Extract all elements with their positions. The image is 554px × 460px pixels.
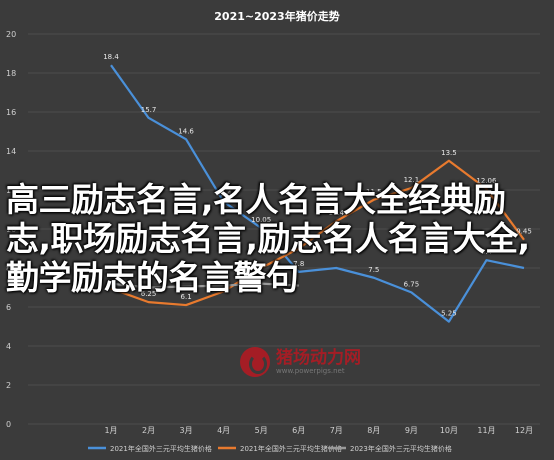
legend-item[interactable]: 2021年全国外三元平均生猪价格 bbox=[88, 444, 212, 453]
x-tick-label: 11月 bbox=[477, 426, 495, 435]
x-tick-label: 8月 bbox=[367, 426, 380, 435]
legend[interactable]: 2021年全国外三元平均生猪价格 2021年全国外三元平均生猪价格 2023年全国外… bbox=[88, 444, 452, 453]
legend-label: 2021年全国外三元平均生猪价格 bbox=[110, 444, 212, 453]
x-tick-label: 9月 bbox=[405, 426, 418, 435]
logo-name: 猪场动力网 bbox=[276, 347, 361, 368]
data-label: 18.4 bbox=[103, 53, 119, 61]
x-axis: 1月 2月 3月 4月 5月 6月 7月 8月 9月 10月 11月 12月 bbox=[104, 426, 533, 435]
data-label: 11.4 bbox=[216, 190, 232, 198]
x-tick-label: 4月 bbox=[217, 426, 230, 435]
chart-title: 2021~2023年猪价走势 bbox=[214, 9, 339, 23]
legend-item[interactable]: 2021年全国外三元平均生猪价格 bbox=[218, 444, 342, 453]
legend-item[interactable]: 2023年全国外三元平均生猪价格 bbox=[328, 444, 452, 453]
data-label: 8.4 bbox=[481, 248, 493, 256]
series-lines bbox=[110, 64, 525, 323]
data-label: 7.8 bbox=[293, 260, 304, 268]
data-label: 6.1 bbox=[181, 293, 192, 301]
x-tick-label: 3月 bbox=[180, 426, 193, 435]
data-label: 12.1 bbox=[404, 176, 420, 184]
data-label: 9.45 bbox=[516, 228, 532, 236]
data-label: 6.25 bbox=[141, 290, 157, 298]
series-line bbox=[110, 282, 299, 289]
data-label: 14.6 bbox=[178, 127, 194, 135]
y-tick-label: 2 bbox=[6, 381, 11, 390]
y-axis: 0 2 4 6 8 10 12 14 16 18 20 bbox=[6, 30, 16, 429]
y-tick-label: 18 bbox=[6, 69, 16, 78]
x-tick-label: 1月 bbox=[104, 426, 117, 435]
legend-label: 2023年全国外三元平均生猪价格 bbox=[350, 444, 452, 453]
watermark-logo: 猪场动力网 www.powerpigs.net bbox=[240, 347, 361, 377]
power-icon bbox=[240, 347, 270, 377]
data-label: 5.25 bbox=[441, 310, 457, 318]
data-label: 10.4 bbox=[328, 209, 344, 217]
y-tick-label: 16 bbox=[6, 108, 16, 117]
y-tick-label: 10 bbox=[6, 225, 16, 234]
y-tick-label: 0 bbox=[6, 420, 11, 429]
y-tick-label: 4 bbox=[6, 342, 11, 351]
y-tick-label: 14 bbox=[6, 147, 16, 156]
x-tick-label: 6月 bbox=[292, 426, 305, 435]
data-label: 15.7 bbox=[141, 106, 157, 114]
data-labels: 18.4 15.7 14.6 11.4 10.05 7.8 7.5 6.75 5.25 8.4 6.… bbox=[103, 53, 532, 317]
x-tick-label: 7月 bbox=[330, 426, 343, 435]
y-tick-label: 20 bbox=[6, 30, 16, 39]
data-label: 11.5 bbox=[366, 188, 382, 196]
legend-label: 2021年全国外三元平均生猪价格 bbox=[240, 444, 342, 453]
x-tick-label: 10月 bbox=[440, 426, 458, 435]
x-tick-label: 2月 bbox=[142, 426, 155, 435]
logo-url: www.powerpigs.net bbox=[276, 366, 345, 375]
x-tick-label: 5月 bbox=[255, 426, 268, 435]
x-tick-label: 12月 bbox=[515, 426, 533, 435]
data-label: 13.5 bbox=[441, 149, 457, 157]
data-label: 7.5 bbox=[368, 266, 379, 274]
series-line bbox=[110, 64, 525, 323]
y-tick-label: 8 bbox=[6, 264, 11, 273]
gridlines bbox=[28, 33, 540, 425]
y-tick-label: 12 bbox=[6, 186, 16, 195]
data-label: 10.05 bbox=[251, 216, 271, 224]
data-label: 12.06 bbox=[476, 177, 497, 185]
y-tick-label: 6 bbox=[6, 303, 11, 312]
data-label: 6.75 bbox=[404, 280, 420, 288]
series-line bbox=[110, 159, 525, 307]
